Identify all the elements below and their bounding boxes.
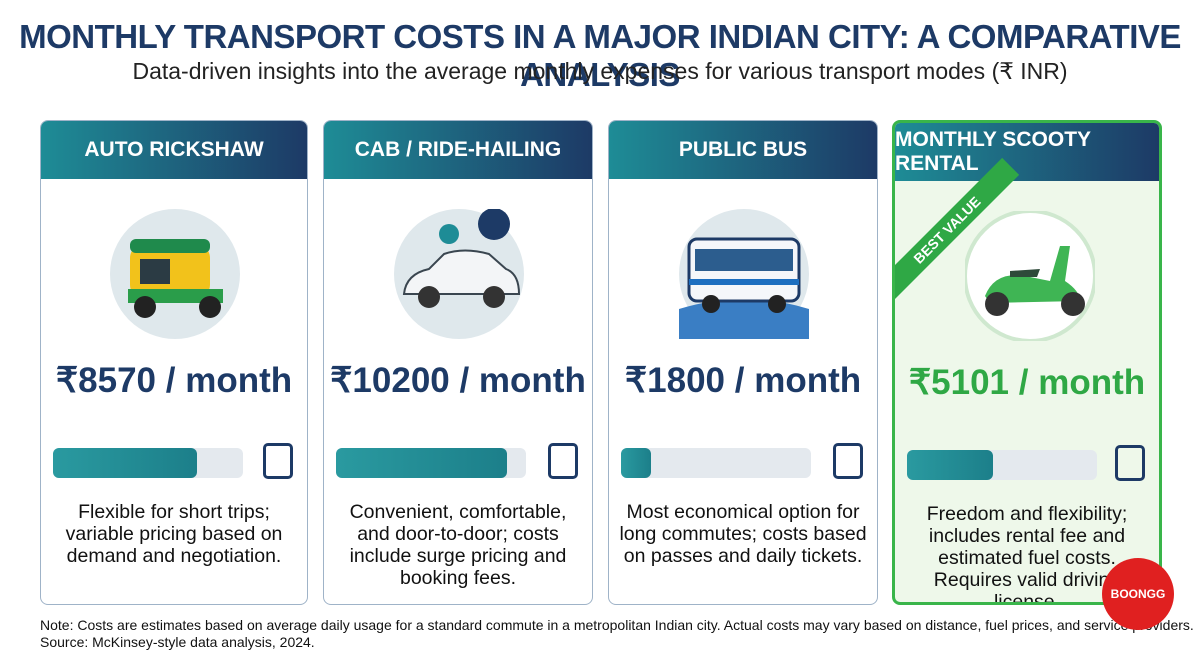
description: Convenient, comfortable, and door-to-doo… xyxy=(349,501,567,589)
bar-track xyxy=(53,448,243,478)
bar-track xyxy=(621,448,811,478)
icon xyxy=(965,211,1095,341)
icon xyxy=(548,443,578,479)
bar-track xyxy=(907,450,1097,480)
description: Flexible for short trips; variable prici… xyxy=(65,501,283,567)
icon xyxy=(1115,445,1145,481)
card: MONTHLY SCOOTY RENTAL BEST VALUE ₹5101 / m… xyxy=(892,120,1162,605)
price: ₹10200 / month xyxy=(330,361,586,400)
icon xyxy=(263,443,293,479)
card-header: MONTHLY SCOOTY RENTAL xyxy=(895,123,1159,181)
card-header: PUBLIC BUS xyxy=(609,121,877,179)
description: Freedom and flexibility; includes rental… xyxy=(926,503,1128,605)
bar xyxy=(621,448,652,478)
card-header: AUTO RICKSHAW xyxy=(41,121,307,179)
card-header: CAB / RIDE-HAILING xyxy=(324,121,592,179)
price: ₹1800 / month xyxy=(624,361,862,400)
title: MONTHLY TRANSPORT COSTS IN A MAJOR INDIA… xyxy=(19,18,1181,93)
card: AUTO RICKSHAW ₹8570 / month Flexible for s… xyxy=(40,120,308,605)
icon xyxy=(110,209,240,339)
logo: BOONGG xyxy=(1102,558,1174,630)
icon xyxy=(679,209,809,339)
bar-track xyxy=(336,448,526,478)
bar xyxy=(907,450,993,480)
price: ₹5101 / month xyxy=(908,363,1146,402)
card: CAB / RIDE-HAILING ₹10200 / month Convenie… xyxy=(323,120,593,605)
footer-source: Source: McKinsey-style data analysis, 20… xyxy=(40,634,315,650)
bar xyxy=(53,448,197,478)
icon xyxy=(833,443,863,479)
subtitle: Data-driven insights into the average mo… xyxy=(132,58,1068,84)
icon xyxy=(394,209,524,339)
footer-note: Note: Costs are estimates based on avera… xyxy=(40,617,1194,633)
card: PUBLIC BUS ₹1800 / month Most economical o… xyxy=(608,120,878,605)
description: Most economical option for long commutes… xyxy=(619,501,867,567)
price: ₹8570 / month xyxy=(55,361,293,400)
bar xyxy=(336,448,507,478)
